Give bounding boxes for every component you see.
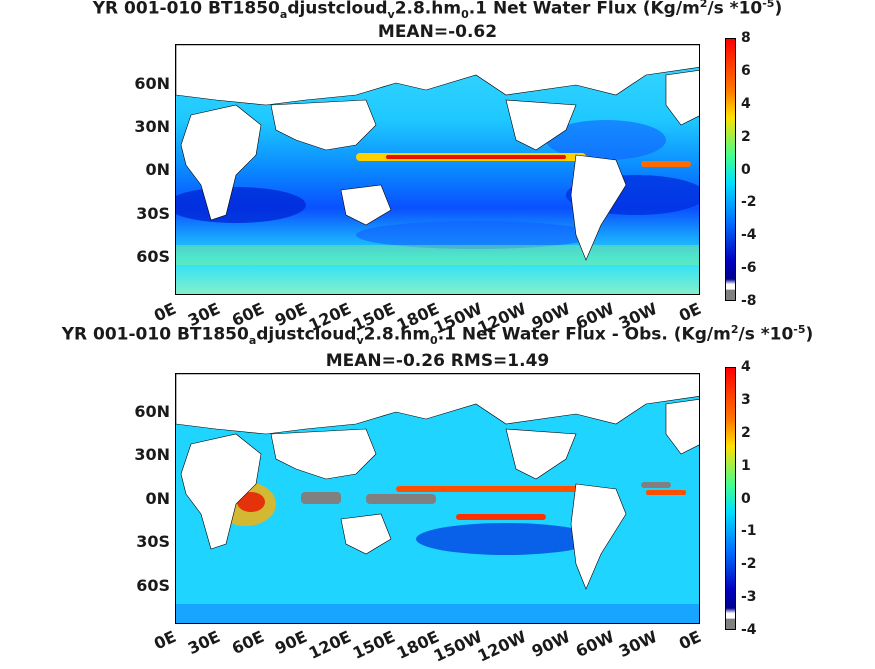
colorbar-tick-label: -4 <box>741 622 757 638</box>
colorbar-tick-label: 2 <box>741 424 751 441</box>
colorbar-tick-label: -6 <box>741 260 757 277</box>
lat-label: 0N <box>145 489 170 508</box>
colorbar-tick-label: 2 <box>741 128 751 145</box>
colorbar-tick-label: 0 <box>741 490 751 507</box>
lat-label: 0N <box>145 160 170 179</box>
lat-label: 30S <box>136 532 170 551</box>
colorbar-bottom <box>725 367 736 630</box>
colorbar-tick-label: -3 <box>741 589 757 606</box>
colorbar-tick-label: -2 <box>741 194 757 211</box>
colorbar-top <box>725 38 736 301</box>
colorbar-tick-label: -4 <box>741 227 757 244</box>
panel-subtitle: MEAN=-0.62 <box>377 22 498 42</box>
colorbar-tick-label: 4 <box>741 359 751 375</box>
colorbar-tick-label: 3 <box>741 391 751 408</box>
map-bottom <box>175 373 700 624</box>
colorbar-tick-label: -1 <box>741 523 757 540</box>
panel-subtitle: MEAN=-0.26 RMS=1.49 <box>325 351 550 371</box>
colorbar-top-gradient <box>726 39 735 300</box>
lat-label: 60N <box>134 74 170 93</box>
colorbar-tick-label: 0 <box>741 161 751 178</box>
panel-title: YR 001-010 BT1850adjustcloudv2.8.hm0.1 N… <box>61 323 814 348</box>
colorbar-tick-label: 1 <box>741 457 751 474</box>
lat-label: 60N <box>134 402 170 421</box>
map-top-plot <box>176 45 699 294</box>
colorbar-tick-label: -2 <box>741 556 757 573</box>
panel-title: YR 001-010 BT1850adjustcloudv2.8.hm0.1 N… <box>92 0 783 22</box>
lat-label: 60S <box>136 576 170 595</box>
colorbar-tick-label: 4 <box>741 95 751 112</box>
map-bottom-plot <box>176 374 699 623</box>
lat-label: 30N <box>134 117 170 136</box>
lat-label: 30S <box>136 204 170 223</box>
lat-label: 30N <box>134 445 170 464</box>
colorbar-bottom-gradient <box>726 368 735 629</box>
colorbar-tick-label: 8 <box>741 30 751 46</box>
lat-label: 60S <box>136 247 170 266</box>
colorbar-tick-label: 6 <box>741 62 751 79</box>
map-top <box>175 44 700 295</box>
colorbar-tick-label: -8 <box>741 293 757 309</box>
